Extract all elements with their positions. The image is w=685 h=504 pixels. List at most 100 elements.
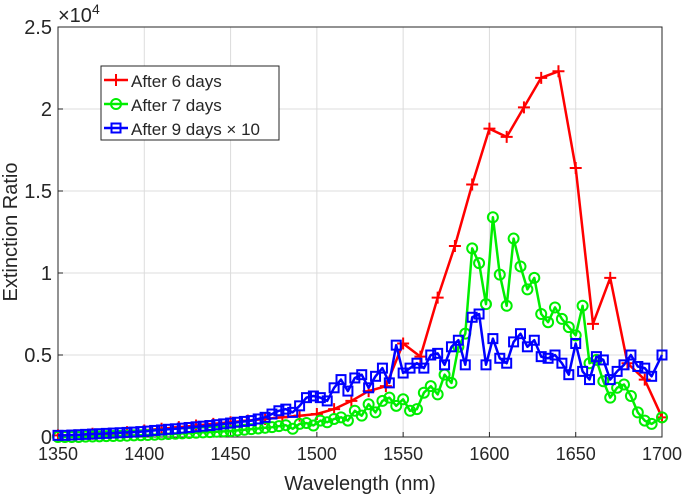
data-point [376, 362, 388, 374]
data-point [535, 71, 548, 84]
data-point [632, 360, 644, 372]
x-tick-label: 1650 [556, 444, 596, 464]
data-point [431, 291, 444, 304]
data-point [452, 334, 464, 346]
data-point [576, 299, 589, 312]
data-point [272, 420, 285, 433]
data-point [390, 339, 402, 351]
data-point [107, 427, 119, 439]
data-point [135, 426, 147, 438]
x-tick-label: 1550 [383, 444, 423, 464]
data-point [542, 316, 555, 329]
data-point [370, 370, 382, 382]
data-point [66, 429, 78, 441]
data-point [570, 338, 582, 350]
data-point [639, 362, 651, 374]
data-point [584, 374, 596, 386]
x-tick-label: 1350 [38, 444, 78, 464]
data-point [100, 427, 112, 439]
x-axis-label: Wavelength (nm) [284, 473, 436, 495]
data-point [656, 349, 668, 361]
data-point [314, 392, 326, 404]
data-point [245, 415, 257, 427]
data-point [556, 357, 568, 369]
data-point [265, 421, 278, 434]
legend-marker [110, 98, 122, 110]
data-point [183, 421, 195, 433]
data-point [555, 312, 568, 325]
data-point [404, 404, 417, 417]
y-tick-label: 2.5 [24, 17, 52, 39]
data-point [328, 382, 340, 394]
plot-area-border [57, 26, 663, 438]
data-point [73, 429, 85, 441]
data-point [203, 426, 216, 439]
data-point [425, 349, 437, 361]
data-point [604, 391, 617, 404]
data-point [342, 385, 354, 397]
data-point [190, 421, 202, 433]
legend-marker [110, 74, 122, 86]
data-point [114, 427, 126, 439]
data-point [486, 211, 499, 224]
data-point [287, 406, 299, 418]
data-point [597, 354, 609, 366]
x-tick-label: 1700 [642, 444, 682, 464]
data-point [473, 308, 485, 320]
y-exponent-base: ×10 [58, 5, 92, 27]
data-point [379, 380, 392, 393]
series-circle [52, 211, 668, 443]
data-point [252, 413, 264, 425]
series-line [58, 215, 663, 439]
data-point [210, 425, 223, 438]
data-point [501, 357, 513, 369]
data-point [549, 349, 561, 361]
legend-marker [110, 122, 122, 134]
y-exponent-power: 4 [92, 1, 100, 17]
data-point [52, 429, 64, 441]
x-axis: 1350 1400 1450 1500 1550 1600 1650 1700 [38, 432, 682, 464]
y-tick-label: 2 [41, 99, 52, 121]
legend-label: After 7 days [131, 96, 222, 115]
data-point [397, 337, 410, 350]
data-point [238, 423, 251, 436]
legend-item: After 9 days × 10 [104, 120, 260, 139]
data-point [624, 390, 637, 402]
data-point [466, 242, 479, 255]
data-point [466, 178, 479, 191]
data-point [611, 365, 623, 377]
data-point [301, 392, 313, 404]
y-exponent: ×104 [58, 1, 100, 27]
data-point [390, 399, 403, 412]
data-point [500, 130, 513, 143]
data-point [273, 405, 285, 417]
data-point [597, 375, 610, 388]
data-point [577, 365, 589, 377]
data-point [618, 359, 630, 371]
data-point [142, 425, 154, 437]
data-point [266, 408, 278, 420]
data-point [224, 425, 237, 438]
data-point [563, 369, 575, 381]
data-point [586, 317, 599, 330]
data-point [162, 423, 174, 435]
data-point [507, 232, 520, 245]
data-point [424, 380, 437, 393]
data-point [383, 377, 395, 389]
data-point [217, 425, 230, 438]
data-point [542, 352, 554, 364]
data-point [211, 419, 223, 431]
data-point [466, 311, 478, 323]
data-point [473, 257, 486, 270]
data-point [480, 359, 492, 371]
data-point [487, 333, 499, 345]
data-point [341, 414, 354, 427]
data-point [500, 299, 513, 312]
data-point [552, 65, 565, 78]
data-point [517, 101, 530, 114]
data-point [169, 423, 181, 435]
data-point [445, 376, 458, 389]
data-point [362, 398, 375, 411]
series-layer [52, 65, 668, 443]
